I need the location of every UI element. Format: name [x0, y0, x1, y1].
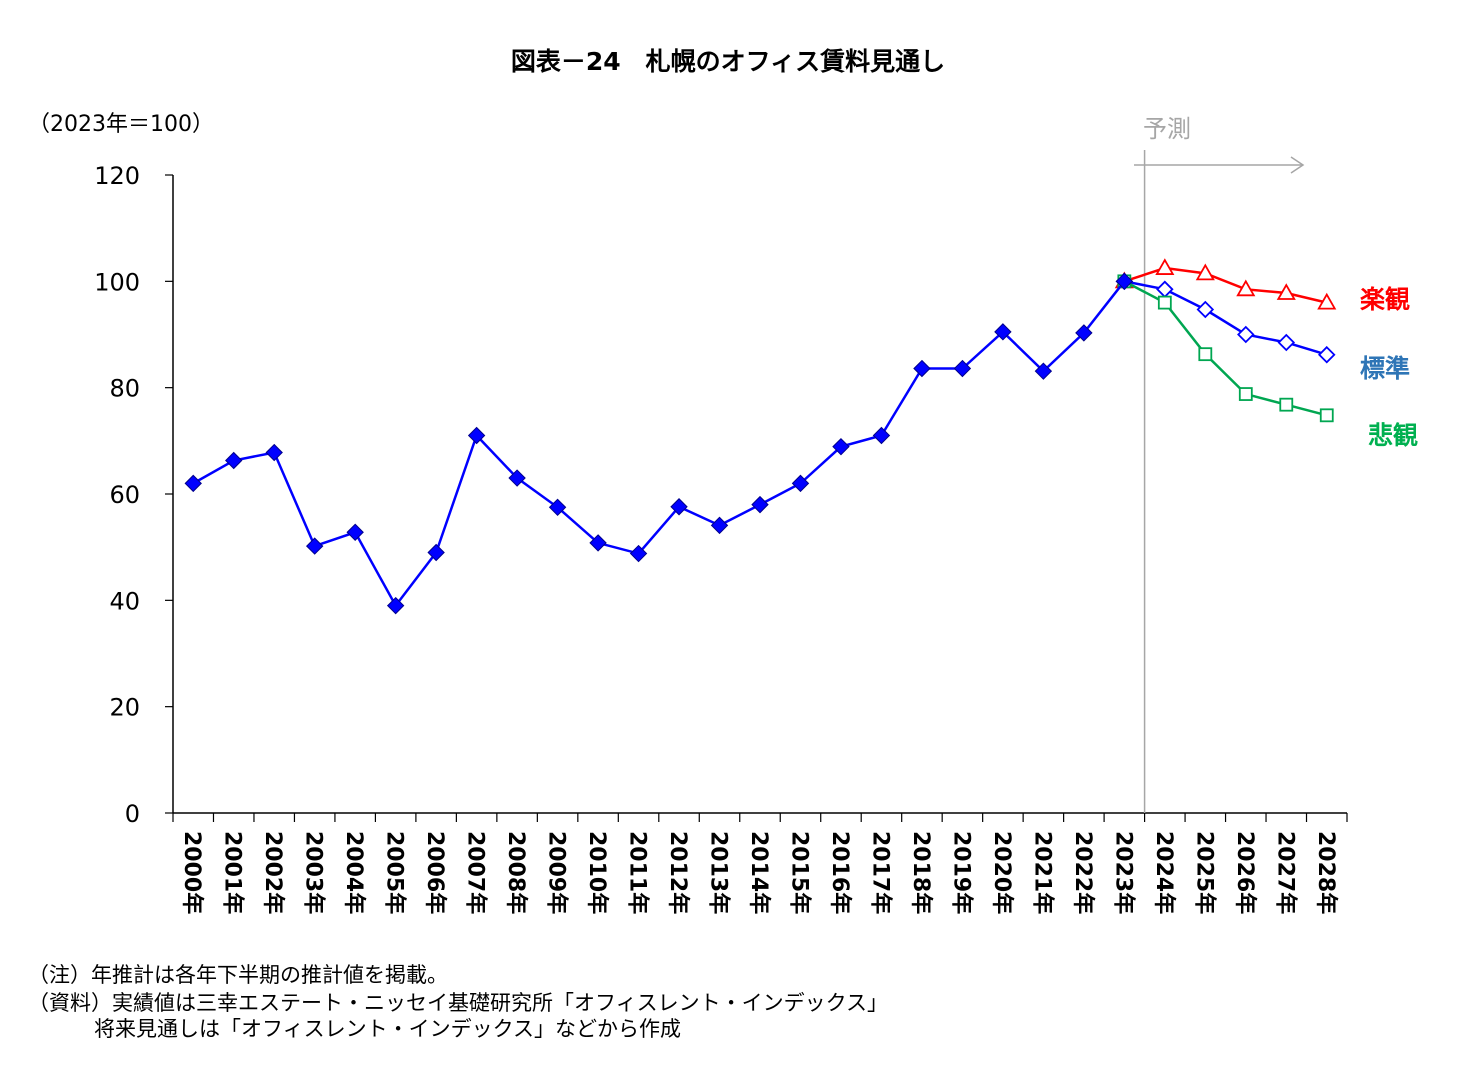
series-楽観 — [1114, 258, 1337, 310]
data-point — [427, 543, 445, 562]
x-tick-label: 2000年 — [179, 831, 205, 914]
data-point — [386, 596, 405, 615]
x-tick-label: 2017年 — [867, 831, 893, 914]
data-point — [1156, 280, 1174, 299]
data-point — [1319, 408, 1334, 423]
y-tick-label: 20 — [109, 694, 140, 722]
x-tick-label: 2028年 — [1313, 831, 1339, 914]
series-label-悲観: 悲観 — [1368, 421, 1418, 450]
data-point — [791, 474, 810, 493]
series-実績 — [184, 272, 1134, 615]
x-tick-label: 2001年 — [220, 831, 246, 914]
series-line — [192, 280, 1126, 608]
x-tick-label: 2013年 — [706, 831, 732, 914]
x-tick-label: 2009年 — [544, 831, 570, 914]
data-point — [1236, 279, 1256, 297]
x-tick-label: 2010年 — [584, 831, 610, 914]
data-point — [1198, 347, 1213, 362]
x-tick-label: 2027年 — [1272, 831, 1298, 914]
series-line — [1124, 280, 1328, 356]
data-point — [1075, 324, 1093, 342]
y-ticks: 0 20 40 60 80 100 120 — [94, 162, 173, 828]
data-point — [508, 469, 526, 487]
forecast-marker — [1134, 150, 1305, 813]
forecast-label: 予測 — [1143, 115, 1191, 143]
x-tick-label: 2026年 — [1232, 831, 1258, 914]
data-point — [1155, 258, 1175, 275]
data-point — [670, 498, 688, 516]
data-point — [1238, 387, 1253, 401]
x-tick-label: 2014年 — [746, 831, 772, 914]
data-point — [265, 443, 283, 462]
x-tick-label: 2003年 — [301, 831, 327, 914]
x-tick-label: 2006年 — [422, 831, 448, 914]
y-tick-label: 80 — [109, 375, 140, 403]
data-point — [1317, 292, 1337, 310]
data-point — [994, 323, 1012, 341]
x-tick-label: 2020年 — [989, 831, 1015, 914]
data-point — [1279, 397, 1294, 412]
y-tick-label: 60 — [109, 481, 140, 509]
data-point — [1034, 362, 1053, 380]
x-tick-label: 2002年 — [260, 831, 286, 914]
data-point — [548, 498, 567, 516]
forecast-arrow-head — [1290, 156, 1305, 174]
y-tick-label: 40 — [109, 587, 140, 615]
data-point — [1157, 295, 1172, 310]
data-point — [1317, 345, 1336, 364]
y-axis-unit-label: （2023年＝100） — [28, 112, 214, 137]
y-tick-label: 0 — [125, 800, 140, 828]
x-tick-label: 2022年 — [1070, 831, 1096, 914]
data-point — [872, 426, 891, 445]
data-point — [751, 495, 769, 514]
data-point — [1195, 263, 1215, 281]
data-point — [913, 359, 931, 378]
series-layer — [184, 258, 1337, 615]
data-point — [225, 451, 243, 470]
x-tick-label: 2004年 — [341, 831, 367, 914]
data-point — [629, 544, 648, 563]
series-標準 — [1115, 272, 1336, 364]
note-line-2: （資料）実績値は三幸エステート・ニッセイ基礎研究所「オフィスレント・インデックス… — [28, 991, 888, 1015]
note-line-1: （注）年推計は各年下半期の推計値を掲載。 — [28, 963, 448, 987]
x-tick-labels: 2000年 2001年 2002年 2003年 2004年 2005年 2006年 2007年… — [179, 831, 1339, 914]
x-tick-label: 2025年 — [1191, 831, 1217, 914]
x-tick-label: 2016年 — [827, 831, 853, 914]
x-tick-label: 2015年 — [786, 831, 812, 914]
x-tick-label: 2007年 — [463, 831, 489, 914]
x-tick-label: 2005年 — [382, 831, 408, 914]
x-tick-label: 2019年 — [948, 831, 974, 914]
y-tick-label: 120 — [94, 162, 140, 190]
data-point — [1277, 333, 1296, 352]
data-point — [467, 426, 486, 445]
data-point — [305, 537, 324, 555]
data-point — [184, 474, 202, 493]
data-point — [1115, 272, 1134, 291]
data-point — [1276, 283, 1296, 300]
data-point — [710, 516, 729, 535]
data-point — [1196, 300, 1215, 319]
x-tick-label: 2021年 — [1029, 831, 1055, 914]
note-line-3: 将来見通しは「オフィスレント・インデックス」などから作成 — [94, 1017, 681, 1041]
series-label-標準: 標準 — [1360, 354, 1410, 383]
series-line — [1123, 280, 1328, 417]
x-tick-label: 2011年 — [625, 831, 651, 914]
data-point — [589, 534, 607, 552]
chart-title: 図表－24 札幌のオフィス賃料見通し — [511, 47, 945, 76]
series-悲観 — [1117, 274, 1334, 423]
y-tick-label: 100 — [94, 268, 140, 296]
x-tick-label: 2012年 — [665, 831, 691, 914]
data-point — [953, 359, 972, 378]
x-tick-label: 2023年 — [1110, 831, 1136, 914]
data-point — [1237, 325, 1255, 344]
x-tick-label: 2008年 — [503, 831, 529, 914]
x-tick-label: 2024年 — [1151, 831, 1177, 914]
data-point — [346, 523, 364, 541]
x-tick-label: 2018年 — [908, 831, 934, 914]
series-label-楽観: 楽観 — [1360, 285, 1410, 314]
data-point — [832, 437, 850, 456]
